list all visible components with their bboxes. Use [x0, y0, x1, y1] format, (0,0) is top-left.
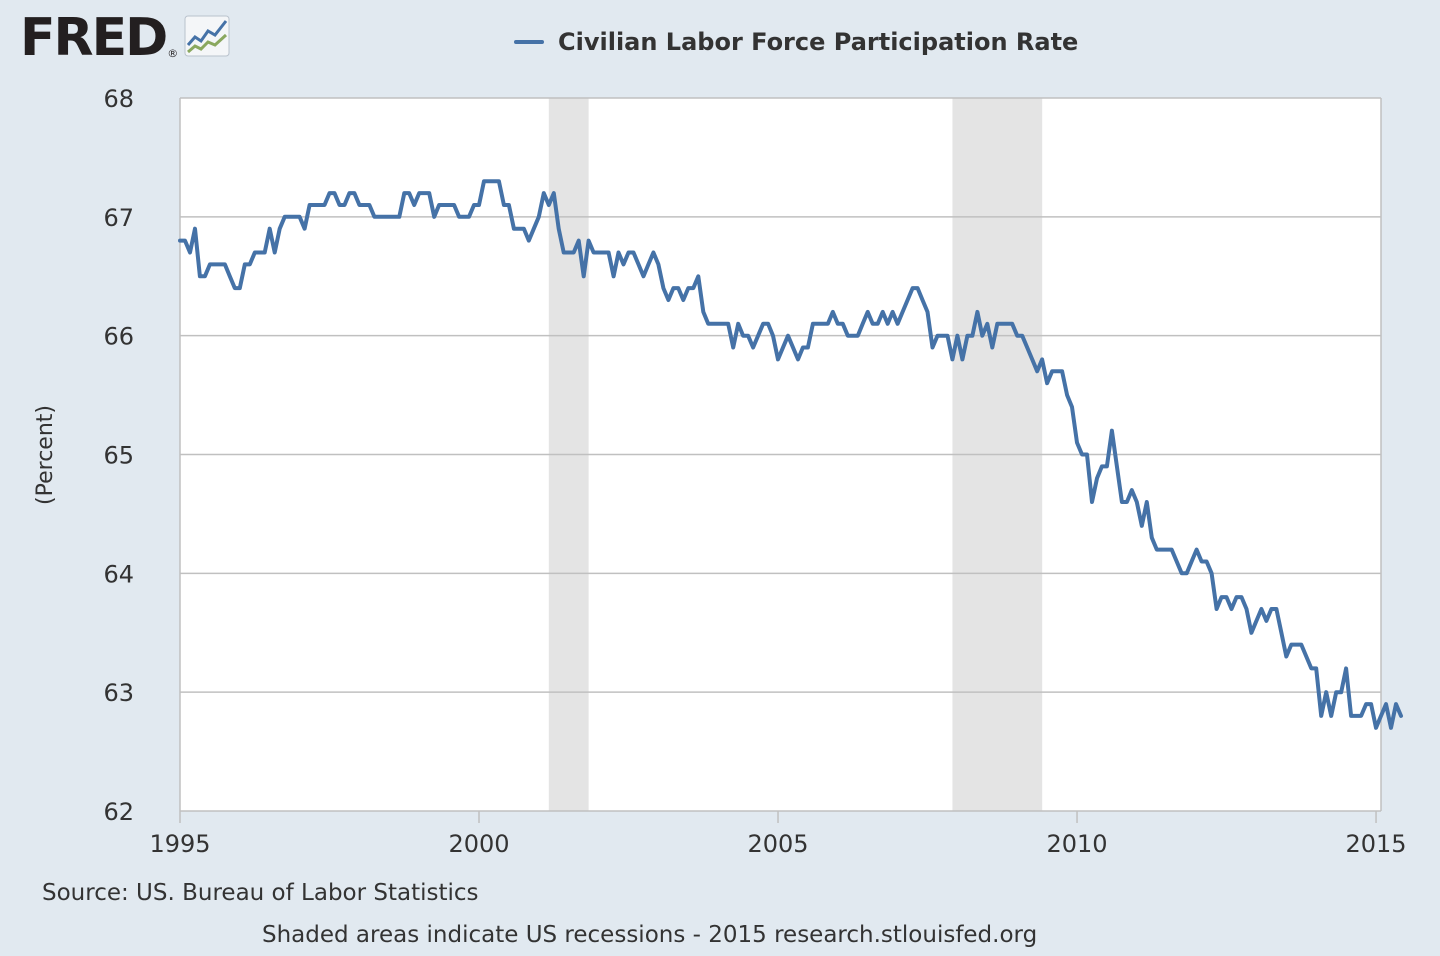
series: [178, 179, 1403, 730]
fred-logo: FRED ®: [20, 12, 230, 64]
y-tick-label: 68: [103, 85, 134, 113]
x-tick-label: 2000: [448, 830, 509, 858]
fred-chart-icon: [184, 15, 230, 61]
legend-label: Civilian Labor Force Participation Rate: [558, 28, 1079, 56]
source-note: Source: US. Bureau of Labor Statistics: [42, 880, 479, 906]
x-tick-label: 2010: [1046, 830, 1107, 858]
y-tick-label: 62: [103, 798, 134, 826]
x-tick-label: 1995: [149, 830, 210, 858]
y-tick-label: 64: [103, 560, 134, 588]
recession-note: Shaded areas indicate US recessions - 20…: [262, 922, 1038, 948]
y-tick-label: 65: [103, 442, 134, 470]
chart-legend: Civilian Labor Force Participation Rate: [514, 28, 1078, 56]
legend-swatch: [514, 40, 544, 44]
y-tick-label: 63: [103, 679, 134, 707]
y-axis-label: (Percent): [33, 405, 58, 505]
y-tick-label: 66: [103, 323, 134, 351]
fred-logo-text: FRED: [20, 8, 168, 68]
series-line-labor-force-participation: [178, 179, 1403, 730]
registered-mark: ®: [167, 47, 179, 60]
line-chart: 62 63 64 65 66 67 68 1995 2000 2005 2010 2015 (Perc…: [33, 85, 1407, 858]
x-tick-label: 2005: [747, 830, 808, 858]
x-tick-label: 2015: [1345, 830, 1406, 858]
y-tick-label: 67: [103, 204, 134, 232]
